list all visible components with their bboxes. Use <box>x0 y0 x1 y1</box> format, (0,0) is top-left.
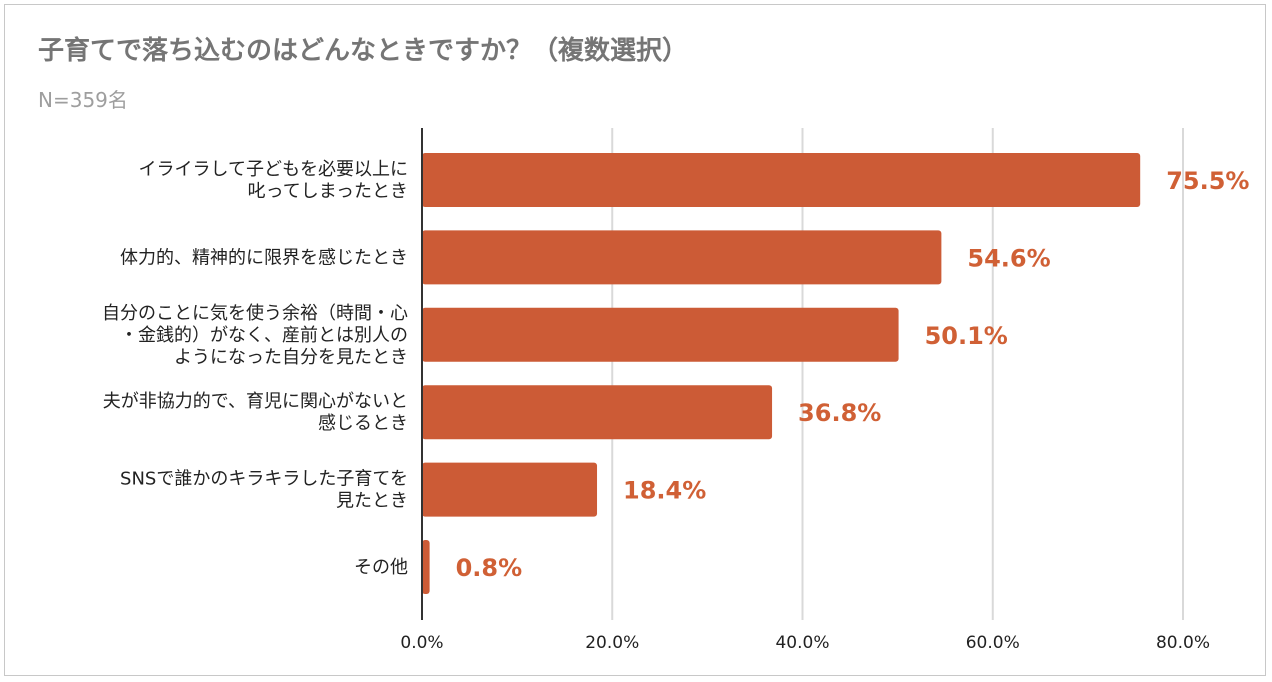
data-label: 36.8% <box>798 399 881 427</box>
chart-subtitle: N=359名 <box>38 88 128 112</box>
x-tick-label: 80.0% <box>1156 633 1210 653</box>
bar <box>422 540 430 594</box>
x-tick-label: 20.0% <box>585 633 639 653</box>
category-label: その他 <box>354 557 408 578</box>
x-tick-label: 0.0% <box>400 633 443 653</box>
bar <box>422 462 598 517</box>
bars <box>422 153 1141 594</box>
data-label: 75.5% <box>1166 167 1249 195</box>
bar <box>422 385 773 440</box>
data-label: 0.8% <box>456 554 523 582</box>
x-tick-label: 60.0% <box>966 633 1020 653</box>
bar <box>422 153 1141 207</box>
chart-title: 子育てで落ち込むのはどんなときですか？（複数選択） <box>38 36 689 66</box>
data-label: 18.4% <box>623 477 706 505</box>
labels: 0.0% 20.0% 40.0% 60.0% 80.0% 75.5% イライラして子どもを必… <box>102 159 1249 653</box>
bar <box>422 307 899 362</box>
category-label: 体力的、精神的に限界を感じたとき <box>120 247 408 268</box>
category-label: SNSで誰かのキラキラした子育てを見たとき <box>120 469 408 512</box>
category-label: イライラして子どもを必要以上に叱ってしまったとき <box>139 159 408 202</box>
data-label: 54.6% <box>967 244 1050 272</box>
data-label: 50.1% <box>925 322 1008 350</box>
bar <box>422 230 942 285</box>
category-label: 自分のことに気を使う余裕（時間・心・金銭的）がなく、産前とは別人のようになった自… <box>102 303 408 368</box>
category-label: 夫が非協力的で、育児に関心がないと感じるとき <box>103 391 408 434</box>
gridlines <box>611 128 1184 620</box>
x-tick-label: 40.0% <box>775 633 829 653</box>
